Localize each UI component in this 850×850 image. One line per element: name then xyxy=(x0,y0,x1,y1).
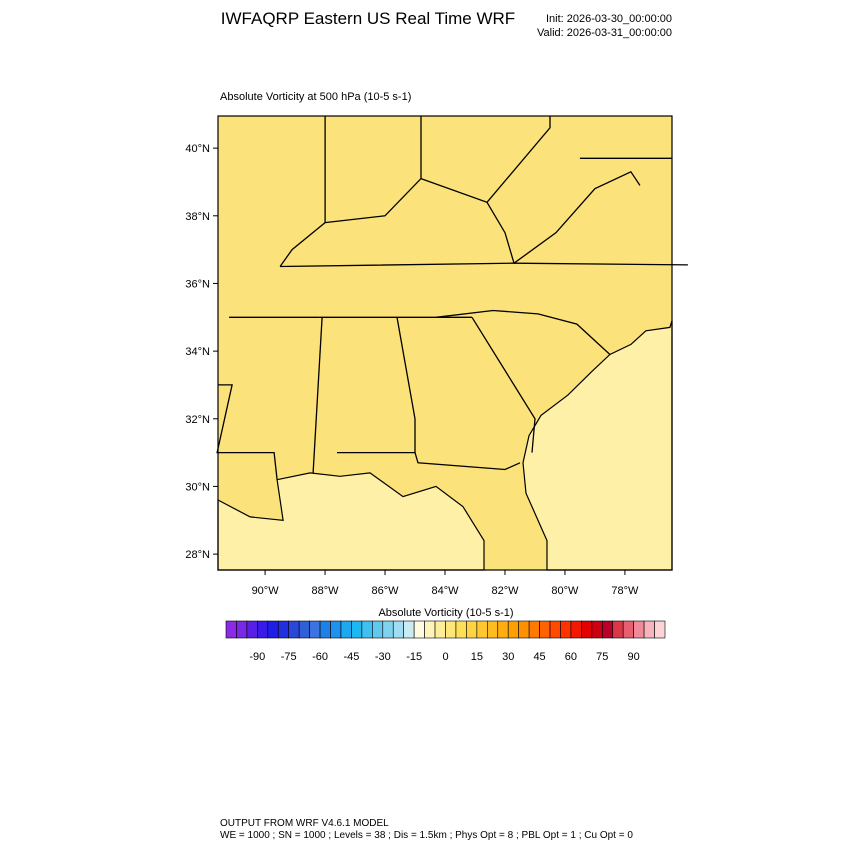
colorbar-box xyxy=(288,620,300,639)
colorbar-box xyxy=(622,620,634,639)
colorbar-box xyxy=(309,620,321,639)
colorbar-box xyxy=(330,620,342,639)
state-border xyxy=(216,384,278,480)
y-tick-label: 34°N xyxy=(185,346,210,358)
y-tick-label: 28°N xyxy=(185,549,210,561)
y-tick-label: 30°N xyxy=(185,481,210,493)
colorbar-label: -45 xyxy=(343,651,359,663)
state-border xyxy=(414,452,521,471)
colorbar-label: -30 xyxy=(375,651,391,663)
footer-line: WE = 1000 ; SN = 1000 ; Levels = 38 ; Di… xyxy=(220,830,633,841)
y-tick-label: 36°N xyxy=(185,278,210,290)
colorbar-box xyxy=(643,620,655,639)
colorbar-label: -75 xyxy=(281,651,297,663)
colorbar-label: 60 xyxy=(565,651,577,663)
colorbar-box xyxy=(445,620,457,639)
colorbar-title: Absolute Vorticity (10-5 s-1) xyxy=(378,607,513,619)
colorbar-box xyxy=(236,620,248,639)
state-border xyxy=(337,317,416,454)
colorbar-box xyxy=(497,620,509,639)
colorbar-box xyxy=(581,620,593,639)
colorbar-label: -15 xyxy=(406,651,422,663)
colorbar-box xyxy=(654,620,666,639)
x-tick-label: 80°W xyxy=(551,585,579,597)
colorbar-label: 15 xyxy=(471,651,483,663)
colorbar-box xyxy=(539,620,551,639)
colorbar-box xyxy=(601,620,614,639)
colorbar-box xyxy=(466,620,478,639)
colorbar-box xyxy=(267,620,279,639)
colorbar-box xyxy=(340,620,352,639)
colorbar-label: 90 xyxy=(628,651,640,663)
colorbar-box xyxy=(403,620,415,639)
colorbar-box xyxy=(351,620,363,639)
y-tick-label: 40°N xyxy=(185,143,210,155)
colorbar-box xyxy=(612,620,624,639)
colorbar-box xyxy=(528,620,540,639)
colorbar-box xyxy=(476,620,488,639)
y-tick-label: 32°N xyxy=(185,414,210,426)
colorbar-box xyxy=(298,620,310,639)
colorbar-box xyxy=(560,620,572,639)
colorbar-box xyxy=(361,620,373,639)
colorbar-box xyxy=(434,620,446,639)
colorbar-box xyxy=(507,620,519,639)
state-border xyxy=(471,316,536,453)
colorbar-box xyxy=(455,620,467,639)
state-border xyxy=(279,177,515,267)
ocean xyxy=(217,472,485,571)
x-tick-label: 86°W xyxy=(372,585,400,597)
x-tick-label: 90°W xyxy=(252,585,280,597)
state-border xyxy=(513,170,641,264)
colorbar-box xyxy=(518,620,530,639)
x-tick-label: 84°W xyxy=(431,585,459,597)
state-border xyxy=(486,116,551,203)
colorbar-label: 45 xyxy=(533,651,545,663)
state-border xyxy=(312,317,323,473)
colorbar-box xyxy=(424,620,436,639)
colorbar-box xyxy=(413,620,425,639)
colorbar-box xyxy=(257,620,269,639)
state-border xyxy=(435,309,611,355)
colorbar-label: 75 xyxy=(596,651,608,663)
init-time: Init: 2026-03-30_00:00:00 xyxy=(546,13,672,25)
colorbar-box xyxy=(591,620,603,639)
colorbar-label: -90 xyxy=(249,651,265,663)
colorbar-box xyxy=(277,620,290,639)
colorbar-box xyxy=(633,620,645,639)
map-subtitle: Absolute Vorticity at 500 hPa (10-5 s-1) xyxy=(220,91,411,103)
x-tick-label: 82°W xyxy=(491,585,519,597)
x-tick-label: 78°W xyxy=(611,585,639,597)
colorbar-box xyxy=(372,620,384,639)
colorbar-label: 0 xyxy=(442,651,448,663)
colorbar-box xyxy=(225,620,237,639)
colorbar-box xyxy=(487,620,499,639)
colorbar-box xyxy=(382,620,394,639)
x-tick-label: 88°W xyxy=(312,585,340,597)
title: IWFAQRP Eastern US Real Time WRF xyxy=(221,9,515,28)
ocean xyxy=(522,320,673,571)
colorbar-label: -60 xyxy=(312,651,328,663)
colorbar-box xyxy=(392,620,404,639)
valid-time: Valid: 2026-03-31_00:00:00 xyxy=(537,27,672,39)
colorbar-box xyxy=(549,620,561,639)
colorbar-label: 30 xyxy=(502,651,514,663)
colorbar-box xyxy=(570,620,582,639)
colorbar-box xyxy=(319,620,331,639)
y-tick-label: 38°N xyxy=(185,211,210,223)
colorbar-box xyxy=(246,620,258,639)
footer-line: OUTPUT FROM WRF V4.6.1 MODEL xyxy=(220,818,389,829)
